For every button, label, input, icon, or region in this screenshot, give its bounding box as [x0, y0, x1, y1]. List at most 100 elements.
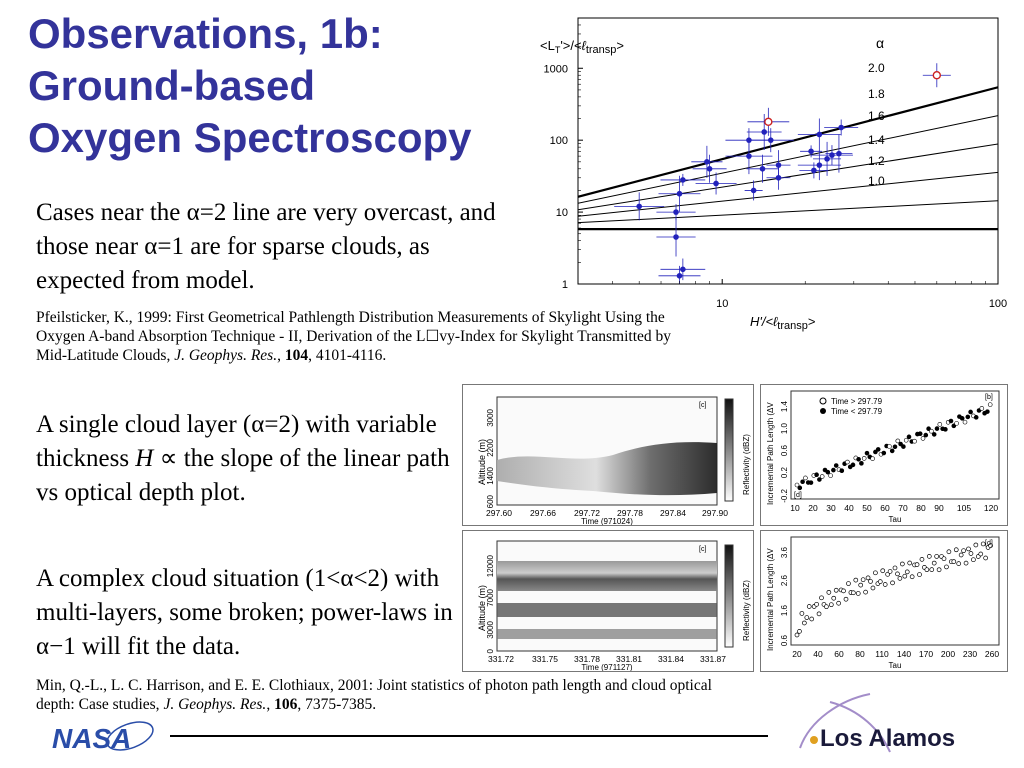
tau-point [836, 600, 842, 606]
ref2-sep: , [266, 696, 275, 713]
panel-ytick: 0.6 [780, 634, 789, 646]
panel-ytick: 2.6 [780, 574, 789, 586]
panel-xtick: 331.72 [488, 654, 514, 664]
tau-point [864, 450, 870, 456]
data-point [759, 165, 766, 172]
y-axis: 1000 100 10 1 [544, 63, 568, 291]
tau-point [924, 567, 930, 573]
tau-point [816, 611, 822, 617]
para3-text-2: <2) with multi-layers, some broken; powe… [36, 565, 453, 626]
tau-point [931, 560, 937, 566]
tau-point [895, 571, 900, 577]
legend-title: α [876, 35, 884, 51]
panel-ylabel: Altitude (m) [477, 585, 487, 631]
panel-ylabel: Incremental Path Length (ΔV [766, 548, 775, 651]
data-point [836, 150, 842, 157]
panel-corner-label: [d] [985, 540, 993, 547]
panel-xtick: 331.75 [532, 654, 558, 664]
tau-point [797, 629, 802, 634]
para2-text-2: =2) with variable thickness [36, 411, 437, 472]
tau-point [839, 468, 845, 473]
tau-point [973, 542, 979, 548]
panel-ytick: -0.2 [780, 488, 789, 502]
panel-ytick: 3.6 [780, 546, 789, 558]
tau-point [985, 409, 990, 414]
tau-point [946, 549, 952, 555]
data-point [761, 129, 768, 135]
panel-corner-label: [c] [699, 546, 706, 553]
colorbar-label: Reflectivity (dBZ) [742, 434, 751, 495]
tau-point [941, 556, 947, 562]
tau-point [794, 632, 800, 638]
data-point [746, 153, 752, 159]
tau-point [902, 573, 908, 579]
panel-xtick: 297.60 [486, 508, 512, 518]
tau-point [906, 434, 912, 440]
tau-point [833, 463, 839, 468]
data-point [811, 167, 817, 174]
radar-panel-bottom: Altitude (m) 0 3000 7000 12000 331.72 33… [462, 530, 754, 672]
panel-xtick: 20 [808, 503, 818, 513]
tau-point [954, 421, 959, 426]
tau-point [973, 415, 979, 420]
plot-frame [577, 17, 999, 285]
tau-point [797, 485, 803, 491]
panel-ytick: 2200 [486, 438, 495, 456]
tau-point [962, 419, 968, 425]
tau-point [873, 570, 878, 576]
tau-point [937, 422, 943, 427]
reference-min: Min, Q.-L., L. C. Harrison, and E. E. Cl… [36, 676, 716, 714]
para1-text-2: =2 line are very overcast, and those nea… [36, 199, 496, 260]
panel-ytick: 0.2 [780, 466, 789, 478]
tau-point [951, 559, 957, 564]
ref2-authors: Min, Q.-L., L. C. Harrison, and E. E. Cl… [36, 677, 712, 713]
proportional-symbol: ∝ [153, 445, 184, 472]
panel-xtick: 40 [844, 503, 854, 513]
alpha-symbol: α [36, 633, 50, 660]
tau-point [903, 437, 909, 443]
data-point [673, 209, 679, 215]
orbit-swoosh [829, 701, 891, 753]
panel-ytick: 12000 [486, 554, 495, 577]
data-point [767, 137, 774, 143]
tau-point [931, 432, 937, 437]
tau-point [859, 461, 864, 466]
panel-ytick: 7000 [486, 588, 495, 606]
ref1-volume: 104 [284, 347, 309, 364]
los-alamos-logo-text: Los Alamos [820, 725, 955, 752]
tau-point [926, 554, 932, 559]
tau-point [961, 548, 966, 554]
alpha-label: 1.2 [868, 154, 885, 168]
tau-point [819, 474, 825, 479]
nasa-logo: NASA [52, 716, 162, 756]
data-point [829, 152, 835, 158]
alpha-label: 1.8 [868, 87, 885, 101]
tau-point [890, 580, 895, 586]
tau-point [895, 438, 901, 444]
tau-point [868, 579, 873, 584]
tau-point [809, 616, 815, 622]
tau-point [968, 409, 973, 415]
panel-ytick: 1.4 [780, 400, 789, 412]
title-line-3: Oxygen Spectroscopy [28, 114, 472, 161]
data-point [636, 203, 642, 210]
alpha-label: 1.0 [868, 174, 885, 188]
tau-point [980, 541, 986, 547]
tau-point [929, 567, 935, 572]
panel-xtick: 331.84 [658, 654, 684, 664]
panel-xlabel: Tau [889, 661, 902, 670]
tau-point [846, 581, 851, 586]
tau-point [966, 546, 971, 552]
tau-point [806, 604, 812, 609]
tau-scatter-points [794, 402, 993, 491]
tau-point [983, 555, 988, 561]
tau-point [831, 467, 836, 473]
panel-ylabel: Altitude (m) [477, 439, 487, 485]
pathlength-loglog-chart: 1000 100 10 1 10 100 <LT'>/<ℓtransp> H'/… [540, 17, 1007, 332]
panel-ytick: 1.0 [780, 422, 789, 434]
tau-point [870, 585, 876, 591]
panel-xtick: 230 [963, 649, 977, 659]
panel-xtick: 331.87 [700, 654, 726, 664]
panel-xlabel: Time (971024) [581, 517, 633, 525]
panel-xtick: 170 [919, 649, 933, 659]
